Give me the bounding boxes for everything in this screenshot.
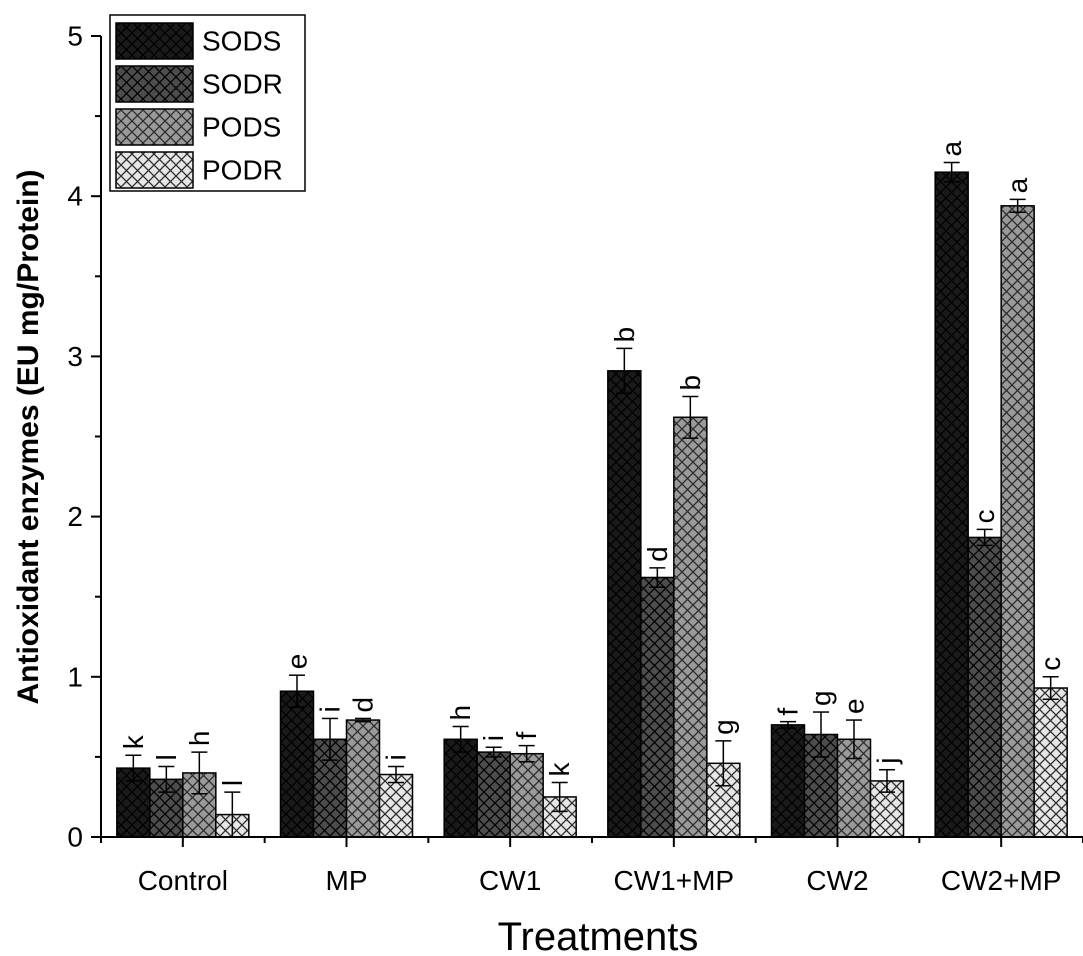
significance-label-pods-1: d bbox=[348, 697, 379, 713]
x-tick-label: CW1+MP bbox=[614, 865, 735, 896]
significance-label-sods-2: h bbox=[445, 705, 476, 721]
legend-label-sodr: SODR bbox=[202, 69, 283, 100]
significance-label-sods-1: e bbox=[282, 654, 313, 670]
bar-sods-3 bbox=[607, 370, 642, 838]
y-tick-label: 0 bbox=[67, 822, 83, 853]
bar-pods-5 bbox=[1000, 205, 1035, 838]
significance-label-sodr-4: g bbox=[806, 690, 837, 706]
legend-swatch-sods bbox=[115, 22, 194, 60]
significance-label-pods-0: h bbox=[184, 731, 215, 747]
axes-layer: Control MP CW1 CW1+MP CW2 CW2+MP 0 1 2 3 4 5 bbox=[67, 21, 1083, 896]
significance-label-sodr-5: c bbox=[969, 509, 1000, 523]
significance-label-sodr-2: i bbox=[478, 735, 509, 741]
significance-label-sods-0: k bbox=[118, 734, 149, 749]
legend-swatch-pods bbox=[115, 108, 194, 146]
bar-pods-4 bbox=[836, 738, 872, 838]
significance-label-pods-5: a bbox=[1002, 177, 1033, 193]
y-tick-label: 5 bbox=[67, 21, 83, 52]
legend-label-sods: SODS bbox=[202, 26, 281, 57]
bar-sods-2 bbox=[443, 738, 478, 838]
bar-sods-4 bbox=[770, 724, 806, 838]
significance-label-podr-0: l bbox=[217, 780, 248, 786]
bar-pods-2 bbox=[509, 752, 544, 838]
bar-sodr-3 bbox=[640, 576, 675, 838]
significance-label-podr-4: j bbox=[872, 757, 903, 764]
significance-label-podr-1: i bbox=[381, 754, 412, 760]
bar-sods-5 bbox=[934, 171, 969, 838]
bar-podr-1 bbox=[378, 773, 414, 838]
legend-swatch-podr bbox=[115, 151, 194, 189]
significance-label-sodr-1: i bbox=[315, 706, 346, 712]
x-tick-label: CW1 bbox=[479, 865, 541, 896]
significance-label-pods-4: e bbox=[839, 698, 870, 714]
bar-podr-5 bbox=[1033, 687, 1068, 838]
significance-label-sods-4: f bbox=[773, 708, 804, 716]
significance-label-pods-2: f bbox=[511, 732, 542, 740]
y-tick-label: 1 bbox=[67, 661, 83, 692]
y-axis-title: Antioxidant enzymes (EU mg/Protein) bbox=[12, 169, 45, 704]
legend-label-pods: PODS bbox=[202, 112, 281, 143]
bar-sods-1 bbox=[279, 690, 315, 838]
significance-label-sodr-0: l bbox=[151, 754, 182, 760]
x-tick-label: MP bbox=[326, 865, 368, 896]
bar-sodr-2 bbox=[476, 751, 511, 838]
x-tick-label: CW2+MP bbox=[941, 865, 1062, 896]
x-tick-label: CW2 bbox=[806, 865, 868, 896]
x-tick-label: Control bbox=[138, 865, 228, 896]
legend-label-podr: PODR bbox=[202, 155, 283, 186]
significance-label-sods-5: a bbox=[936, 141, 967, 157]
significance-label-sods-3: b bbox=[609, 327, 640, 343]
significance-label-podr-2: k bbox=[544, 762, 575, 777]
significance-label-podr-5: c bbox=[1035, 657, 1066, 671]
legend-swatch-sodr bbox=[115, 65, 194, 103]
significance-label-sodr-3: d bbox=[642, 546, 673, 562]
significance-label-pods-3: b bbox=[675, 375, 706, 391]
y-tick-label: 3 bbox=[67, 341, 83, 372]
bar-pods-3 bbox=[673, 416, 708, 838]
y-tick-label: 2 bbox=[67, 501, 83, 532]
legend: SODS SODR PODS PODR bbox=[109, 14, 306, 192]
x-axis-title: Treatments bbox=[498, 915, 699, 956]
bar-pods-1 bbox=[345, 719, 381, 838]
y-tick-label: 4 bbox=[67, 181, 83, 212]
bar-sodr-5 bbox=[967, 536, 1002, 838]
significance-label-podr-3: g bbox=[708, 719, 739, 735]
